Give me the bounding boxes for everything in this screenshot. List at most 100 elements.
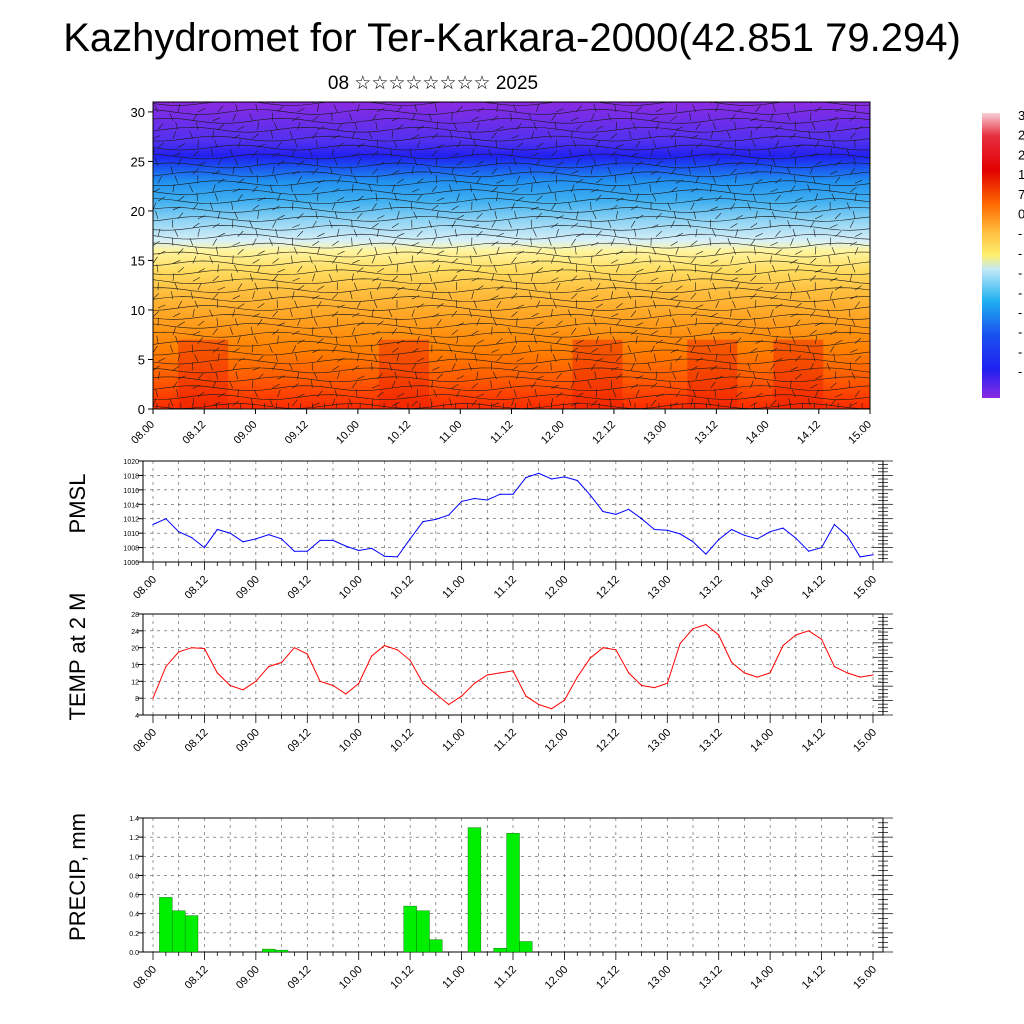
- data-point: [191, 647, 193, 649]
- warm-column: [687, 339, 738, 409]
- y-tick-label: 1.4: [129, 816, 139, 823]
- y-axis-label: TEMP at 2 M: [65, 593, 90, 721]
- precip-bar: [519, 941, 533, 953]
- data-point: [859, 556, 861, 558]
- x-tick-label: 09.12: [285, 964, 313, 992]
- x-tick-label: 12.00: [543, 727, 571, 755]
- x-tick-label: 12.12: [594, 727, 622, 755]
- y-tick-label: 1008: [123, 546, 139, 553]
- x-tick-label: 10.12: [388, 574, 416, 602]
- y-tick-label: 1016: [123, 488, 139, 495]
- data-point: [576, 479, 578, 482]
- data-point: [641, 518, 643, 520]
- x-tick-label: 08.00: [131, 727, 159, 755]
- x-tick-label: 11.00: [440, 964, 467, 991]
- y-tick-label: 1010: [123, 531, 139, 538]
- x-tick-label: 12.12: [594, 574, 622, 602]
- data-point: [383, 555, 385, 557]
- data-point: [448, 514, 450, 516]
- data-point: [216, 528, 218, 531]
- data-point: [499, 672, 501, 674]
- precip-bar: [403, 905, 417, 953]
- x-tick-label: 12.00: [543, 964, 571, 992]
- data-point: [306, 653, 308, 655]
- warm-column: [178, 339, 229, 409]
- pmsl-panel: 1006 1008 1010 1012 1014 1016 1018 1020 PMSL 08.0…: [65, 459, 893, 602]
- data-point: [319, 539, 321, 542]
- x-tick-label: 14.12: [800, 574, 828, 602]
- x-tick-label: 08.00: [129, 419, 157, 447]
- data-point: [203, 647, 205, 650]
- data-point: [255, 680, 257, 682]
- data-point: [435, 518, 437, 521]
- colorbar: 3 2 2 1 7 0 - - - - - - - -: [982, 108, 1024, 398]
- y-tick-label: 0: [138, 402, 145, 417]
- x-tick-label: 13.12: [697, 574, 725, 602]
- wind-barbs: [153, 102, 870, 409]
- y-tick-label: 20: [131, 204, 145, 219]
- data-point: [422, 521, 424, 523]
- x-tick-label: 14.00: [748, 727, 776, 755]
- page-title: Kazhydromet for Ter-Karkara-2000(42.851 …: [63, 16, 961, 60]
- data-point: [345, 545, 347, 547]
- colorbar-label: -: [1018, 305, 1022, 320]
- x-tick-label: 13.00: [645, 574, 673, 602]
- x-tick-label: 08.12: [183, 964, 211, 992]
- x-tick-label: 11.12: [492, 574, 519, 601]
- data-point: [229, 532, 231, 534]
- data-point: [692, 628, 694, 630]
- data-point: [383, 645, 385, 647]
- data-point: [756, 538, 758, 540]
- data-point: [705, 623, 707, 626]
- data-point: [358, 549, 360, 552]
- x-tick-label: 11.12: [492, 727, 519, 754]
- x-tick-label: 13.12: [697, 964, 725, 992]
- data-point: [821, 638, 823, 640]
- x-tick-label: 13.12: [697, 727, 725, 755]
- data-point: [268, 534, 270, 536]
- data-point: [743, 672, 746, 674]
- precip-bar: [274, 949, 289, 953]
- data-point: [641, 684, 643, 687]
- y-tick-label: 1020: [123, 459, 139, 466]
- data-point: [409, 659, 411, 661]
- cross-section-panel: 0 5 10 15 20 25 30 08.00 08.12 09.00 09.12 10.00 10.…: [129, 101, 874, 447]
- data-point: [293, 550, 295, 552]
- x-tick-label: 09.00: [232, 419, 260, 447]
- warm-column: [572, 339, 623, 409]
- page-subtitle: 08 ☆☆☆☆☆☆☆☆ 2025: [327, 73, 539, 94]
- x-tick-label: 10.00: [337, 574, 365, 602]
- colorbar-label: 2: [1018, 128, 1024, 143]
- data-point: [821, 547, 823, 549]
- x-tick-label: 09.00: [234, 574, 262, 602]
- precip-bar: [467, 827, 482, 953]
- temperature-field: [153, 102, 870, 409]
- data-point: [589, 494, 591, 496]
- x-tick-label: 13.12: [693, 419, 721, 447]
- x-tick-label: 08.12: [183, 574, 211, 602]
- x-tick-label: 10.12: [385, 419, 413, 447]
- data-point: [653, 687, 656, 689]
- data-point: [191, 536, 193, 539]
- x-tick-label: 10.00: [337, 964, 365, 992]
- y-axis-label: PRECIP, mm: [65, 813, 90, 941]
- y-tick-label: 1006: [123, 560, 139, 567]
- data-point: [666, 529, 668, 531]
- data-point: [293, 647, 295, 649]
- data-point: [203, 547, 205, 549]
- x-tick-label: 14.12: [795, 419, 823, 447]
- data-point: [461, 500, 463, 502]
- y-tick-label: 4: [135, 713, 139, 720]
- data-point: [769, 531, 771, 533]
- y-tick-label: 30: [131, 105, 145, 120]
- y-tick-label: 0.4: [129, 912, 139, 919]
- x-tick-label: 12.00: [543, 574, 571, 602]
- data-point: [371, 547, 373, 549]
- precip-bar: [416, 910, 430, 953]
- data-point: [448, 703, 450, 706]
- precip-bar: [429, 939, 443, 953]
- x-tick-label: 14.00: [748, 964, 776, 992]
- precip-bar: [493, 948, 507, 953]
- data-point: [872, 674, 874, 676]
- colorbar-label: 3: [1018, 108, 1024, 123]
